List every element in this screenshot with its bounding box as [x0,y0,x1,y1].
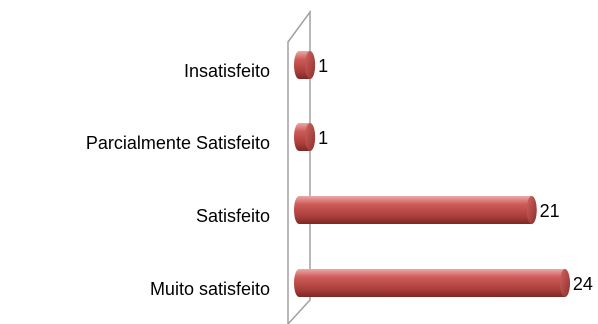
data-label: 1 [318,128,328,148]
category-label: Parcialmente Satisfeito [86,133,270,153]
bar-end-cap [305,123,316,151]
bar [294,123,316,151]
data-label: 24 [573,274,593,294]
bar-body [294,269,570,297]
bar-end-cap [559,269,570,297]
bar-body [294,196,537,224]
bar-end-cap [526,196,537,224]
category-label: Muito satisfeito [150,279,270,299]
data-label: 21 [540,201,560,221]
data-label: 1 [318,56,328,76]
axis-wall [287,9,311,324]
bar [294,51,316,79]
category-label: Insatisfeito [184,61,270,81]
bar-end-cap [305,51,316,79]
bar [294,196,537,224]
category-label: Satisfeito [196,206,270,226]
bar [294,269,570,297]
